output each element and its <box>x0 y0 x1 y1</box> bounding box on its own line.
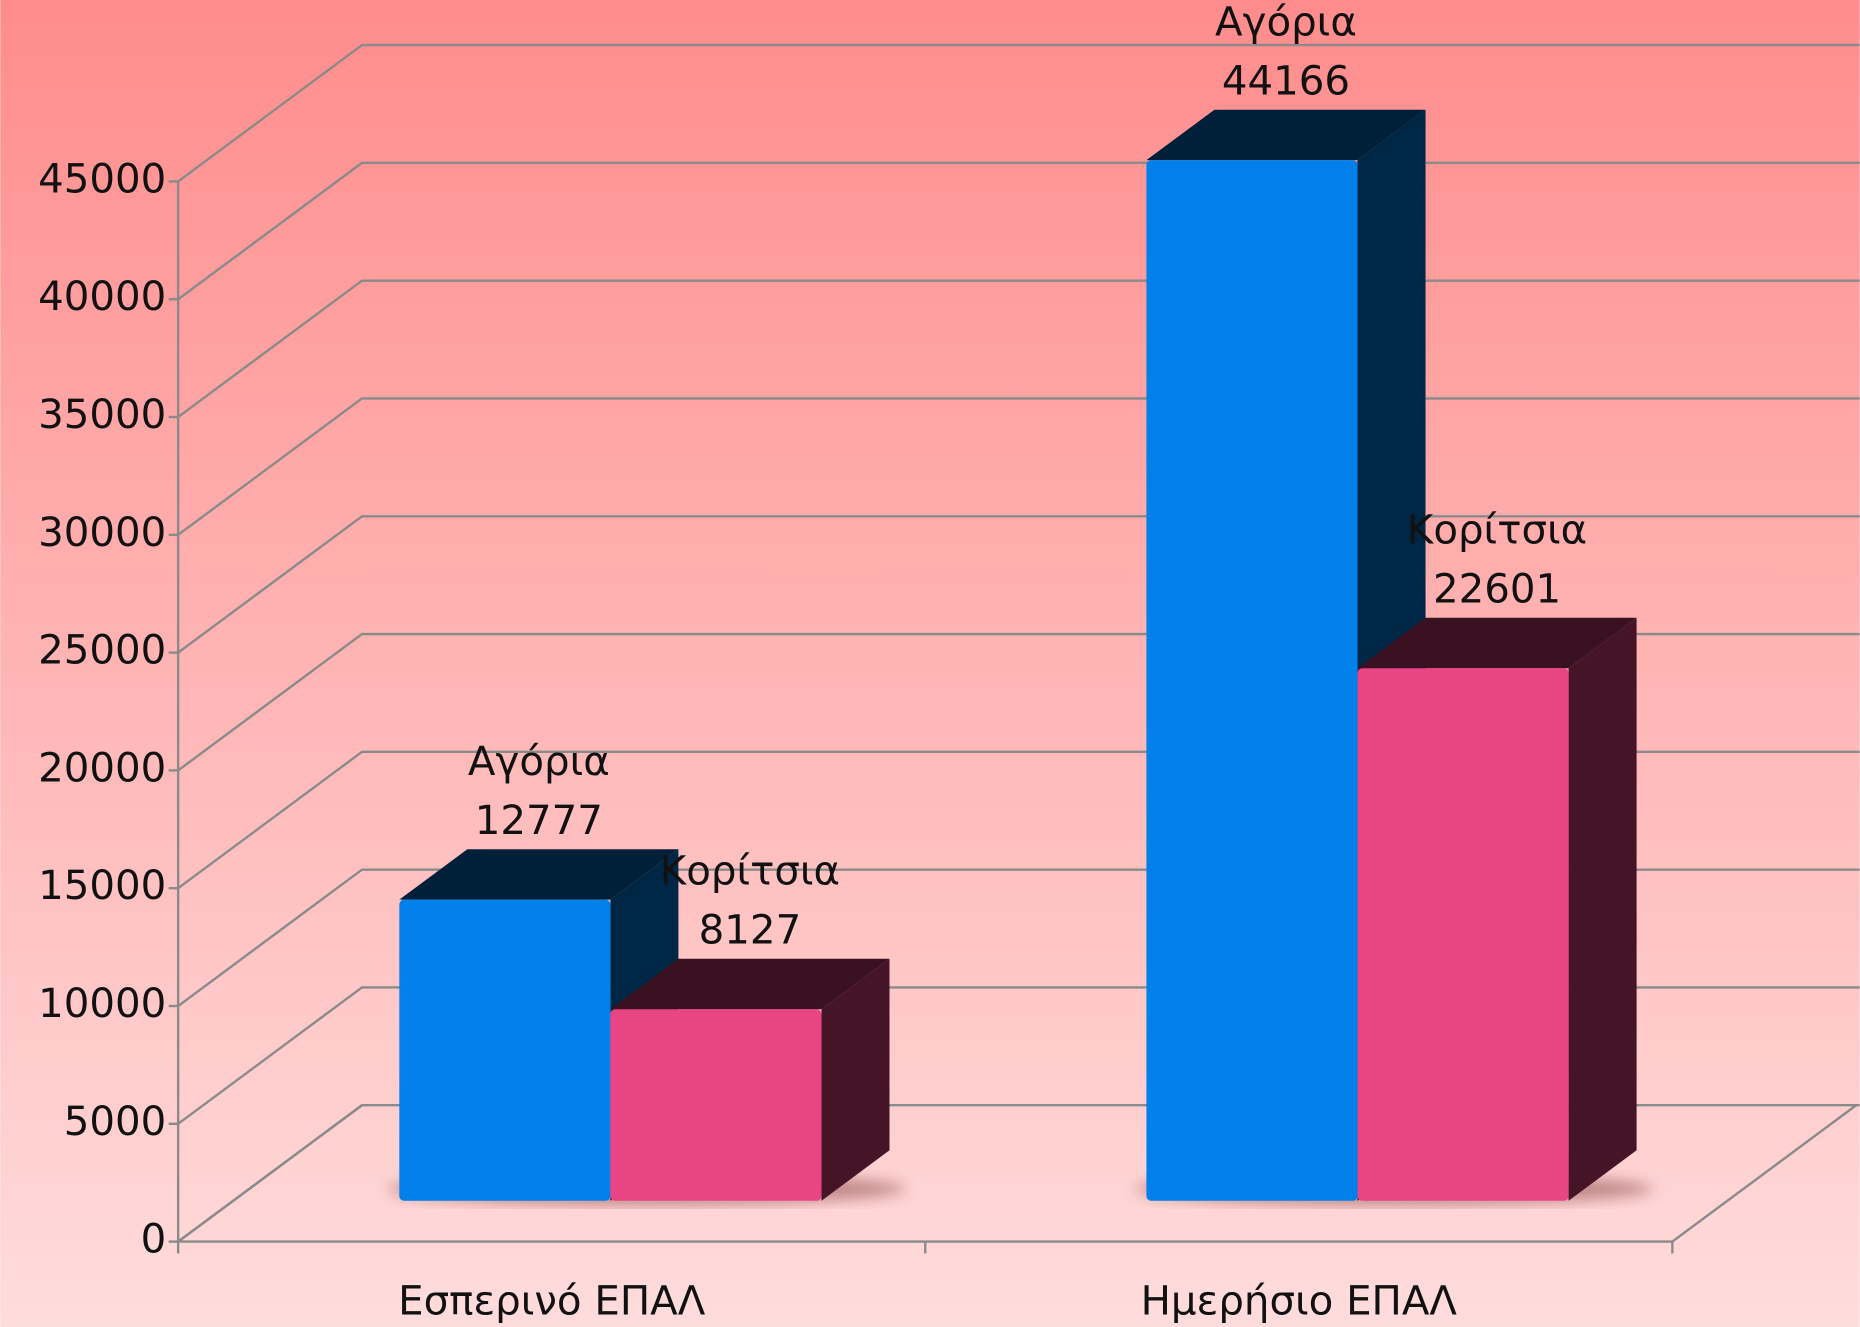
y-tick-label: 40000 <box>38 273 166 320</box>
y-tick-label: 45000 <box>38 155 166 202</box>
grid-line <box>177 43 1860 183</box>
data-label-name: Κορίτσια <box>660 847 840 894</box>
bar-top <box>1146 109 1426 161</box>
y-tick-label: 30000 <box>38 509 166 556</box>
data-label: 44166 <box>1222 58 1350 105</box>
y-tick-label: 20000 <box>38 744 166 791</box>
y-tick-label: 15000 <box>38 862 166 909</box>
bar <box>1146 160 1358 1201</box>
x-tick-label: Ημερήσιο ΕΠΑΛ <box>1141 1277 1458 1324</box>
bar-side <box>821 958 890 1201</box>
x-tick-label: Εσπερινό ΕΠΑΛ <box>398 1277 706 1324</box>
y-tick-label: 35000 <box>38 391 166 438</box>
y-tick-label: 25000 <box>38 627 166 674</box>
bar <box>610 1009 822 1201</box>
data-label: 22601 <box>1433 566 1561 613</box>
bar-top <box>1357 617 1637 669</box>
data-label-name: Αγόρια <box>468 738 610 785</box>
bar <box>399 899 611 1201</box>
data-label-name: Αγόρια <box>1215 0 1357 45</box>
bar-top <box>399 849 679 900</box>
data-label: 12777 <box>475 797 603 844</box>
y-tick-label: 0 <box>141 1216 167 1263</box>
y-tick-label: 5000 <box>64 1098 167 1145</box>
data-label: 8127 <box>699 907 802 954</box>
bar-side <box>1568 617 1637 1201</box>
y-tick-label: 10000 <box>38 980 166 1027</box>
bar <box>1357 668 1569 1201</box>
bar-top <box>610 958 890 1010</box>
data-label-name: Κορίτσια <box>1407 506 1587 553</box>
